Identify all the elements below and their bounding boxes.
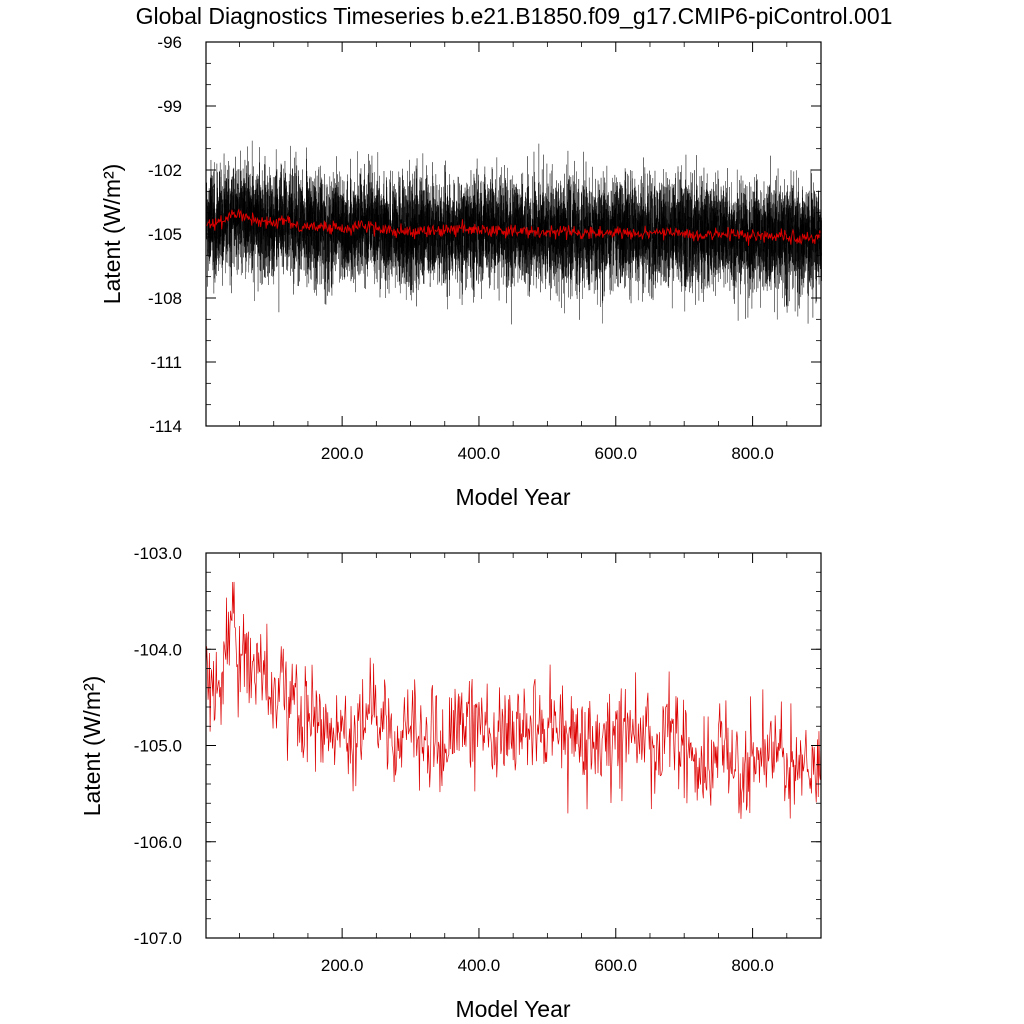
y-tick-label: -96 xyxy=(157,33,182,52)
y-tick-label: -102 xyxy=(148,161,182,180)
y-tick-label: -106.0 xyxy=(134,833,182,852)
figure-title: Global Diagnostics Timeseries b.e21.B185… xyxy=(136,3,893,29)
y-tick-label: -114 xyxy=(149,417,182,436)
y-tick-label: -99 xyxy=(157,97,182,116)
x-axis-label-monthly: Model Year xyxy=(455,484,570,510)
x-tick-label: 800.0 xyxy=(731,956,774,975)
x-tick-labels-monthly: 200.0 400.0 600.0 800.0 xyxy=(321,444,774,463)
annual-series-line xyxy=(205,581,822,819)
x-tick-label: 200.0 xyxy=(321,956,364,975)
monthly-series-group xyxy=(205,140,822,325)
x-tick-label: 600.0 xyxy=(594,444,637,463)
x-axis-label-annual: Model Year xyxy=(455,996,570,1022)
y-tick-label: -104.0 xyxy=(134,640,182,659)
plot-panel-annual: -103.0 -104.0 -105.0 -106.0 -107.0 200.0 400.… xyxy=(79,544,822,1022)
y-tick-label: -107.0 xyxy=(134,929,182,948)
x-tick-label: 400.0 xyxy=(458,444,501,463)
y-tick-label: -105 xyxy=(148,225,182,244)
annual-series-line-overlay xyxy=(205,208,822,246)
x-tick-label: 200.0 xyxy=(321,444,364,463)
tick-marks-monthly xyxy=(206,41,821,427)
annual-series-group xyxy=(205,581,822,819)
y-tick-label: -103.0 xyxy=(134,544,182,563)
tick-marks-annual xyxy=(206,552,821,939)
x-tick-label: 600.0 xyxy=(594,956,637,975)
y-tick-labels-monthly: -96 -99 -102 -105 -108 -111 -114 xyxy=(148,33,182,436)
x-tick-label: 400.0 xyxy=(458,956,501,975)
y-axis-label-monthly: Latent (W/m²) xyxy=(99,164,125,305)
y-tick-label: -105.0 xyxy=(134,737,182,756)
y-tick-label: -108 xyxy=(148,289,182,308)
y-tick-label: -111 xyxy=(150,353,182,372)
y-axis-label-annual: Latent (W/m²) xyxy=(79,676,105,817)
y-tick-labels-annual: -103.0 -104.0 -105.0 -106.0 -107.0 xyxy=(134,544,182,948)
plot-panel-monthly: -96 -99 -102 -105 -108 -111 -114 200.0 400.0 600… xyxy=(99,33,822,510)
x-tick-labels-annual: 200.0 400.0 600.0 800.0 xyxy=(321,956,774,975)
x-tick-label: 800.0 xyxy=(731,444,774,463)
